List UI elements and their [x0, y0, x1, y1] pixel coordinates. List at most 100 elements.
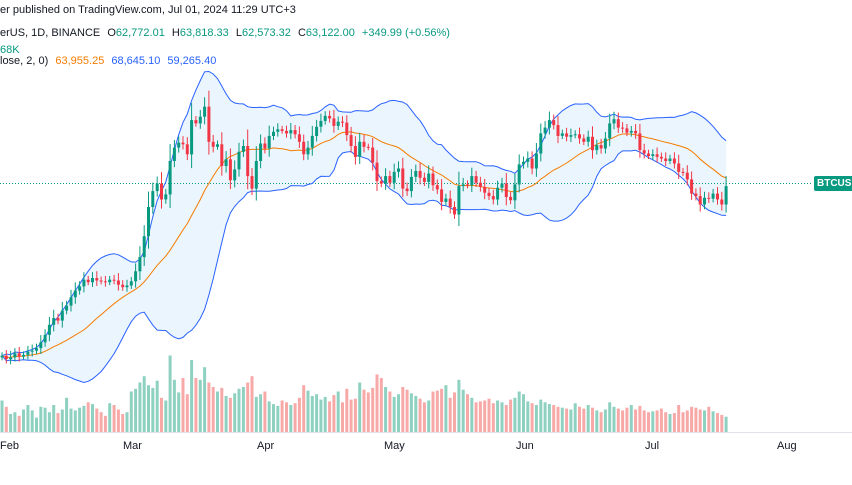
volume-bar — [703, 410, 706, 432]
candle-body — [621, 127, 625, 129]
candle — [625, 124, 629, 137]
candle — [336, 116, 340, 130]
candle — [297, 126, 301, 148]
candle-body — [17, 353, 21, 357]
candle — [724, 176, 728, 213]
candle — [13, 348, 17, 362]
candle — [39, 335, 43, 354]
volume-bar — [655, 410, 659, 432]
candle — [60, 301, 64, 328]
candle-body — [664, 158, 668, 161]
bollinger-upper-line — [1, 70, 727, 357]
volume-bar — [716, 413, 719, 432]
candle-body — [224, 159, 228, 166]
volume-bar — [720, 414, 724, 432]
candle-body — [233, 169, 237, 181]
candle-body — [289, 130, 293, 134]
volume-bar — [362, 389, 366, 432]
candle — [470, 167, 474, 192]
candle — [379, 176, 383, 188]
candle-body — [160, 183, 163, 200]
candle — [246, 129, 250, 190]
volume-bar — [375, 374, 379, 432]
candle — [509, 192, 513, 205]
candle — [78, 281, 82, 295]
candle — [435, 179, 439, 195]
volume-bar — [86, 402, 90, 432]
low-value: 62,573.32 — [241, 27, 291, 39]
candle-body — [254, 161, 258, 189]
candle — [526, 151, 530, 168]
candle — [586, 130, 590, 147]
candle — [194, 116, 198, 127]
candle-body — [578, 134, 581, 139]
candle — [591, 126, 594, 159]
volume-bar — [461, 389, 465, 432]
volume-bar — [435, 390, 439, 432]
candle — [56, 313, 60, 325]
candle — [332, 109, 336, 133]
x-tick-may: May — [384, 440, 405, 452]
candle-body — [397, 168, 400, 172]
candle — [259, 134, 263, 169]
candle-body — [155, 183, 159, 192]
candle — [642, 143, 646, 159]
candle-body — [280, 129, 284, 131]
publish-info: er published on TradingView.com, Jul 01,… — [0, 4, 296, 16]
volume-bar — [160, 397, 163, 432]
candle-body — [414, 171, 418, 177]
volume-bar — [13, 412, 17, 432]
volume-bar — [522, 394, 525, 432]
volume-bar — [422, 402, 426, 432]
candle-body — [651, 154, 655, 156]
candle — [522, 156, 525, 169]
candle-body — [569, 135, 573, 137]
volume-bar — [134, 388, 138, 432]
volume-bar — [638, 405, 642, 432]
volume-bar — [207, 382, 211, 432]
volume-bar — [22, 409, 25, 432]
candle — [306, 140, 310, 160]
candle-body — [405, 188, 409, 192]
volume-bar — [621, 410, 625, 432]
candle-body — [509, 196, 513, 201]
candle — [95, 271, 99, 286]
candle-body — [194, 120, 198, 124]
candle — [220, 132, 224, 176]
candle — [409, 169, 413, 198]
volume-bar — [0, 400, 4, 432]
volume-bar — [616, 408, 620, 432]
candle-body — [595, 145, 599, 151]
volume-bar — [672, 413, 676, 432]
volume-bar — [302, 385, 306, 432]
candle — [129, 277, 133, 289]
volume-bar — [237, 388, 241, 432]
volume-bar — [332, 395, 336, 432]
candle-body — [220, 144, 224, 166]
volume-bar — [625, 407, 629, 432]
volume-bar — [427, 400, 431, 432]
volume-bar — [155, 380, 159, 432]
volume-bar — [125, 412, 129, 432]
candle — [453, 201, 456, 219]
candle-body — [681, 171, 685, 173]
candle-body — [151, 191, 155, 207]
volume-bar — [69, 408, 73, 432]
volume-bar — [366, 392, 370, 432]
candle-body — [125, 285, 129, 288]
volume-bar — [35, 417, 38, 432]
candle-body — [99, 280, 103, 282]
candle-body — [366, 146, 370, 148]
candle — [474, 170, 478, 187]
candle-body — [69, 297, 73, 306]
candle — [448, 190, 452, 214]
candle-body — [142, 236, 146, 258]
symbol-info: erUS, 1D, BINANCE — [0, 27, 101, 39]
candle — [616, 112, 620, 133]
volume-bar — [448, 397, 452, 432]
candle — [496, 180, 500, 206]
volume-bar — [17, 415, 21, 432]
candle-body — [491, 196, 495, 200]
volume-bar — [91, 404, 94, 432]
